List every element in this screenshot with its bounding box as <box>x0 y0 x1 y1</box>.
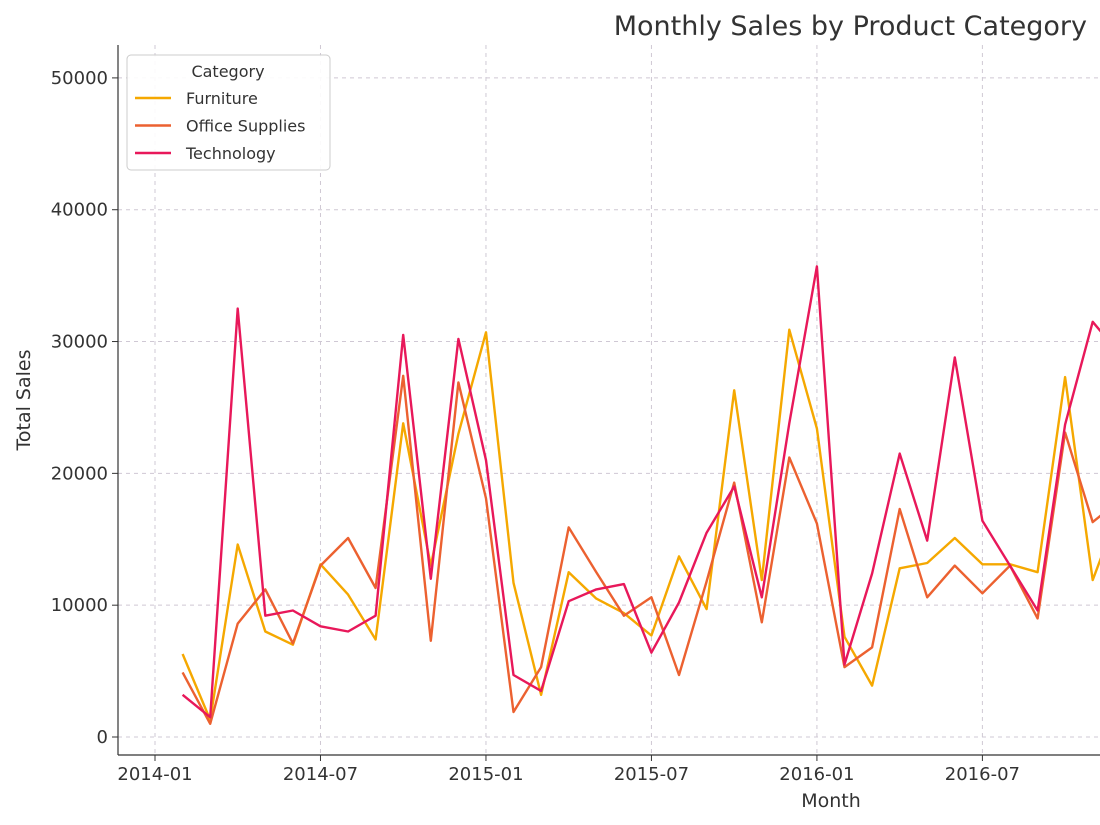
y-tick-label: 50000 <box>51 68 108 89</box>
y-tick-label: 30000 <box>51 332 108 353</box>
x-tick-label: 2016-07 <box>945 764 1020 785</box>
legend-title: Category <box>191 62 264 81</box>
x-tick-label: 2016-01 <box>779 764 854 785</box>
x-tick-label: 2014-01 <box>117 764 192 785</box>
y-ticks: 0 10000 20000 30000 40000 50000 <box>51 68 118 748</box>
legend-label: Office Supplies <box>186 117 305 136</box>
legend-label: Furniture <box>186 89 258 108</box>
series-lines <box>181 265 1100 725</box>
legend-label: Technology <box>185 144 276 163</box>
series-line-technology <box>181 265 1100 719</box>
x-axis-label: Month <box>801 790 861 812</box>
x-tick-label: 2014-07 <box>283 764 358 785</box>
y-tick-label: 10000 <box>51 595 108 616</box>
y-axis-label: Total Sales <box>13 350 35 452</box>
legend-box <box>126 54 331 171</box>
legend: Category Furniture Office Supplies Technol… <box>126 54 331 171</box>
x-tick-label: 2015-07 <box>614 764 689 785</box>
y-tick-label: 40000 <box>51 200 108 221</box>
x-tick-label: 2015-01 <box>448 764 523 785</box>
x-ticks: 2014-01 2014-07 2015-01 2015-07 2016-01 2016-… <box>117 755 1020 785</box>
y-tick-label: 0 <box>97 727 108 748</box>
y-tick-label: 20000 <box>51 463 108 484</box>
chart-title: Monthly Sales by Product Category <box>614 11 1087 42</box>
series-line-office-supplies <box>181 374 1100 725</box>
series-line-furniture <box>181 328 1100 722</box>
